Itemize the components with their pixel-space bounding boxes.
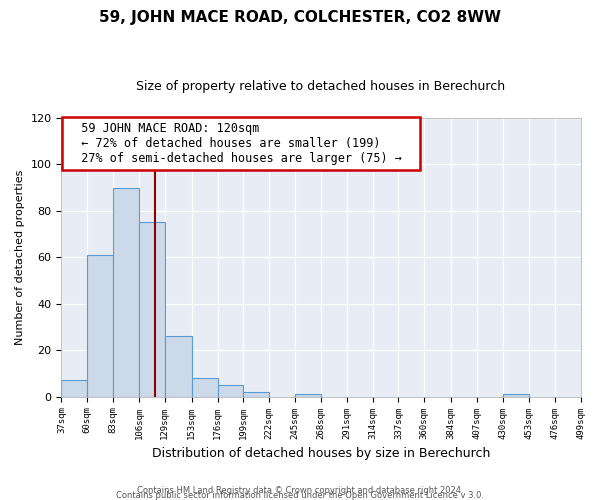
Bar: [113, 188, 139, 396]
Bar: [295, 394, 321, 396]
Bar: [87, 255, 113, 396]
Bar: [61, 380, 87, 396]
Bar: [244, 392, 269, 396]
Text: Contains public sector information licensed under the Open Government Licence v : Contains public sector information licen…: [116, 490, 484, 500]
Text: Contains HM Land Registry data © Crown copyright and database right 2024.: Contains HM Land Registry data © Crown c…: [137, 486, 463, 495]
Bar: [139, 222, 165, 396]
Bar: [165, 336, 192, 396]
Text: 59 JOHN MACE ROAD: 120sqm
  ← 72% of detached houses are smaller (199)
  27% of : 59 JOHN MACE ROAD: 120sqm ← 72% of detac…: [67, 122, 416, 165]
Bar: [192, 378, 218, 396]
Bar: [218, 385, 244, 396]
Text: 59, JOHN MACE ROAD, COLCHESTER, CO2 8WW: 59, JOHN MACE ROAD, COLCHESTER, CO2 8WW: [99, 10, 501, 25]
Y-axis label: Number of detached properties: Number of detached properties: [15, 170, 25, 345]
Bar: [503, 394, 529, 396]
Title: Size of property relative to detached houses in Berechurch: Size of property relative to detached ho…: [136, 80, 506, 93]
X-axis label: Distribution of detached houses by size in Berechurch: Distribution of detached houses by size …: [152, 447, 490, 460]
